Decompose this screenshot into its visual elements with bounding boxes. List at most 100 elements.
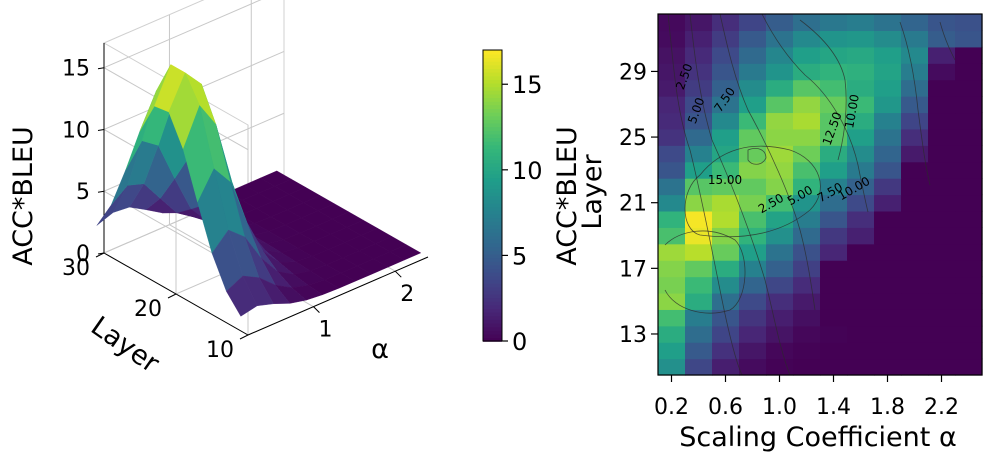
heatmap-cell bbox=[874, 63, 902, 81]
colorbar-segment bbox=[483, 195, 502, 200]
heatmap-cell bbox=[928, 145, 956, 163]
heatmap-cell bbox=[658, 210, 686, 228]
heatmap-cell bbox=[820, 30, 848, 48]
heatmap-cell bbox=[901, 243, 929, 261]
heatmap-cell bbox=[766, 161, 794, 179]
heatmap-cell bbox=[847, 276, 875, 294]
heatmap-cell bbox=[955, 194, 983, 212]
heatmap-cell bbox=[955, 178, 983, 196]
heatmap-cell bbox=[847, 161, 875, 179]
heatmap-cell bbox=[793, 342, 821, 360]
surface-mesh bbox=[96, 64, 422, 317]
colorbar-segment bbox=[483, 290, 502, 295]
heatmap-cell bbox=[901, 112, 929, 130]
colorbar-segment bbox=[483, 140, 502, 146]
heatmap-cell bbox=[739, 46, 767, 64]
surface-alpha-tick-label: 1 bbox=[318, 318, 332, 343]
heatmap-cell bbox=[766, 112, 794, 130]
heatmap-cell bbox=[685, 194, 713, 212]
surface-alpha-axis-label: α bbox=[371, 334, 389, 365]
heatmap-cell bbox=[874, 79, 902, 97]
colorbar-segment bbox=[483, 257, 502, 262]
colorbar-segment bbox=[483, 246, 502, 251]
heatmap-cell bbox=[874, 292, 902, 310]
heatmap-cell bbox=[955, 30, 983, 48]
heatmap-cell bbox=[928, 243, 956, 261]
heatmap-cell bbox=[658, 194, 686, 212]
colorbar-segment bbox=[483, 188, 502, 193]
colorbar-tick-label: 10 bbox=[512, 157, 543, 185]
contour-line bbox=[664, 230, 746, 314]
heatmap-cell bbox=[955, 309, 983, 327]
heatmap-x-tick-label: 2.2 bbox=[924, 395, 959, 420]
heatmap-cell bbox=[901, 46, 929, 64]
colorbar-segment bbox=[483, 170, 502, 175]
colorbar-segment bbox=[483, 155, 502, 160]
colorbar-tick-label: 15 bbox=[512, 71, 543, 99]
heatmap-cell bbox=[901, 178, 929, 196]
heatmap-cell bbox=[847, 79, 875, 97]
surface-z-axis-label: ACC*BLEU bbox=[8, 126, 39, 266]
heatmap-cell bbox=[874, 46, 902, 64]
heatmap-cell bbox=[955, 292, 983, 310]
heatmap-cell bbox=[955, 276, 983, 294]
heatmap-cell bbox=[847, 112, 875, 130]
colorbar-segment bbox=[483, 224, 502, 230]
colorbar-segment bbox=[483, 235, 502, 240]
heatmap-cell bbox=[928, 325, 956, 343]
colorbar-segment bbox=[483, 126, 502, 131]
heatmap-cell bbox=[955, 227, 983, 245]
heatmap-cell bbox=[766, 342, 794, 360]
heatmap-cell bbox=[658, 227, 686, 245]
colorbar-segment bbox=[483, 293, 502, 299]
heatmap-cell bbox=[955, 145, 983, 163]
heatmap-cell bbox=[739, 30, 767, 48]
heatmap-cell bbox=[712, 46, 740, 64]
heatmap-cell bbox=[901, 128, 929, 146]
heatmap-cell bbox=[901, 325, 929, 343]
contour-line bbox=[761, 13, 869, 213]
heatmap-cell bbox=[847, 358, 875, 376]
heatmap-cell bbox=[901, 14, 929, 32]
heatmap-cell bbox=[928, 79, 956, 97]
heatmap-cell bbox=[847, 145, 875, 163]
heatmap-cell bbox=[793, 292, 821, 310]
heatmap-cell bbox=[874, 227, 902, 245]
heatmap-y-tick-label: 29 bbox=[619, 60, 647, 85]
colorbar-segment bbox=[483, 177, 502, 182]
heatmap-cell bbox=[820, 194, 848, 212]
colorbar-segment bbox=[483, 297, 502, 302]
heatmap-cell bbox=[820, 63, 848, 81]
colorbar-segment bbox=[483, 275, 502, 280]
heatmap-cell bbox=[766, 63, 794, 81]
heatmap-cell bbox=[901, 161, 929, 179]
heatmap-cell bbox=[847, 96, 875, 114]
heatmap-cell bbox=[820, 46, 848, 64]
colorbar-segment bbox=[483, 315, 502, 320]
heatmap-cell bbox=[901, 292, 929, 310]
surface-face bbox=[226, 275, 258, 317]
surface-layer-tick-label: 20 bbox=[134, 297, 162, 322]
colorbar-segment bbox=[483, 279, 502, 284]
colorbar-segment bbox=[483, 308, 502, 313]
heatmap-x-tick-label: 1.0 bbox=[762, 395, 797, 420]
surface-alpha-tick bbox=[313, 306, 320, 313]
heatmap-cell bbox=[820, 325, 848, 343]
heatmap-cell bbox=[739, 309, 767, 327]
colorbar: 0 5 10 15 bbox=[482, 49, 543, 356]
colorbar-segment bbox=[483, 282, 502, 288]
heatmap-cell bbox=[712, 112, 740, 130]
colorbar-segment bbox=[483, 144, 502, 150]
colorbar-segment bbox=[483, 60, 502, 66]
heatmap-cell bbox=[685, 30, 713, 48]
colorbar-segment bbox=[483, 162, 502, 168]
colorbar-tick-label: 5 bbox=[512, 242, 527, 270]
heatmap-cell bbox=[739, 96, 767, 114]
heatmap-cell bbox=[874, 260, 902, 278]
heatmap-y-tick-label: 17 bbox=[619, 257, 647, 282]
heatmap-cell bbox=[928, 112, 956, 130]
heatmap-cell bbox=[658, 14, 686, 32]
heatmap-cell bbox=[901, 210, 929, 228]
heatmap-cell bbox=[658, 342, 686, 360]
